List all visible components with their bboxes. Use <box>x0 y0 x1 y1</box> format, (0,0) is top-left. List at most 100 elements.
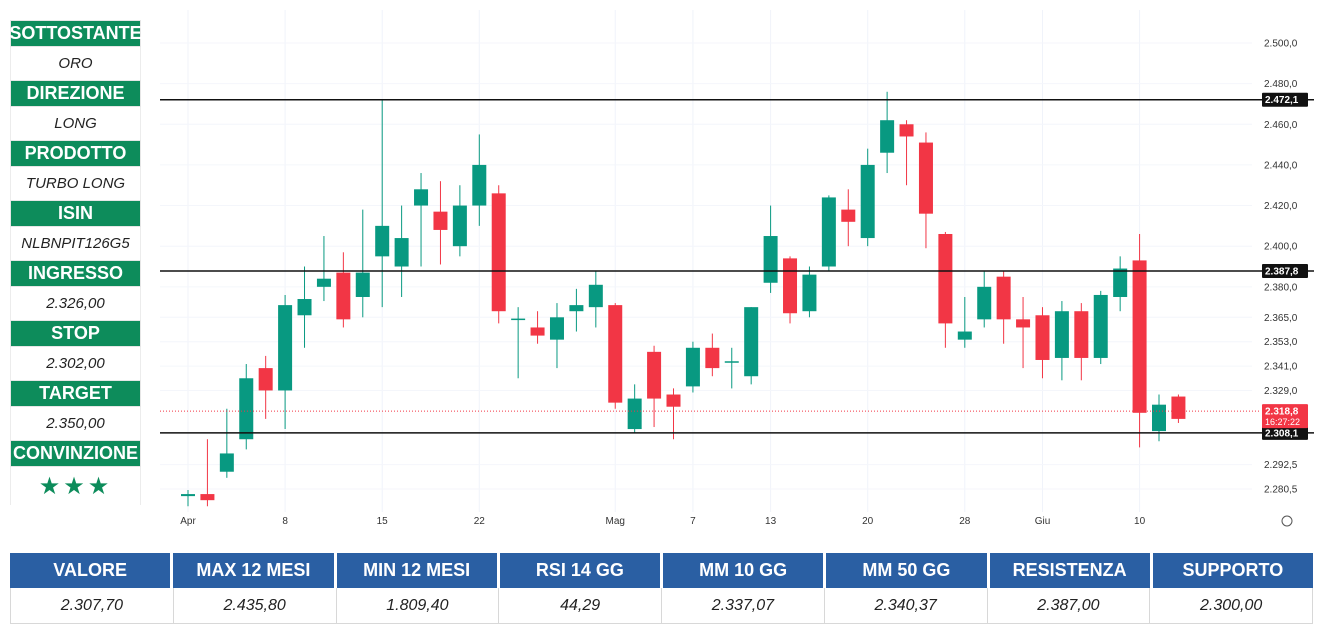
value-ingresso: 2.326,00 <box>10 287 141 320</box>
label-direzione: DIREZIONE <box>10 80 141 107</box>
time-tick-label: 20 <box>862 516 874 527</box>
time-tick-label: 15 <box>377 516 389 527</box>
value-sottostante: ORO <box>10 47 141 80</box>
candle-body <box>530 327 545 336</box>
header-max-12-mesi: MAX 12 MESI <box>173 553 337 588</box>
level-label-box <box>1262 425 1308 440</box>
candle-body <box>472 164 487 206</box>
candle-body <box>802 274 817 312</box>
header-supporto: SUPPORTO <box>1152 553 1313 588</box>
value-prodotto: TURBO LONG <box>10 167 141 200</box>
candle-body <box>666 394 681 407</box>
label-isin: ISIN <box>10 200 141 227</box>
candle-body <box>1035 315 1050 360</box>
price-tick-label: 2.292,5 <box>1264 460 1298 471</box>
candle-body <box>1054 311 1069 358</box>
candle-body <box>239 378 254 440</box>
candle-body <box>1074 311 1089 358</box>
candlestick-chart: 2.500,0 2.480,0 2.460,0 2.440,0 2.420,0 2.400… <box>160 10 1314 527</box>
value-min-12-mesi: 1.809,40 <box>336 588 500 624</box>
candle-body <box>297 299 312 316</box>
candle-body <box>491 193 506 312</box>
label-target: TARGET <box>10 380 141 407</box>
time-tick-label: Apr <box>180 516 196 527</box>
candle-body <box>627 398 642 430</box>
candle-body <box>569 305 584 312</box>
time-tick-label: 22 <box>474 516 486 527</box>
last-price-badge <box>1262 404 1308 429</box>
stats-value-row: 2.307,70 2.435,80 1.809,40 44,29 2.337,0… <box>10 588 1313 624</box>
candle-body <box>258 368 273 391</box>
candle-body <box>1093 294 1108 358</box>
candle-body <box>744 307 759 377</box>
candle-body <box>841 209 856 222</box>
candle-body <box>1171 396 1186 419</box>
value-max-12-mesi: 2.435,80 <box>173 588 337 624</box>
header-mm-10-gg: MM 10 GG <box>663 553 827 588</box>
conviction-stars: ★★★ <box>10 467 141 505</box>
header-rsi-14-gg: RSI 14 GG <box>499 553 663 588</box>
time-tick-label: 13 <box>765 516 777 527</box>
candle-body <box>763 236 778 283</box>
value-supporto: 2.300,00 <box>1150 588 1313 624</box>
time-tick-label: 8 <box>282 516 288 527</box>
candle-body <box>724 361 739 363</box>
candle-body <box>783 258 798 314</box>
candle-body <box>316 278 331 287</box>
price-tick-label: 2.500,0 <box>1264 39 1298 50</box>
value-valore: 2.307,70 <box>10 588 174 624</box>
price-tick-label: 2.480,0 <box>1264 79 1298 90</box>
candle-body <box>685 347 700 387</box>
candle-body <box>511 318 526 321</box>
header-mm-50-gg: MM 50 GG <box>826 553 990 588</box>
time-tick-label: 10 <box>1134 516 1146 527</box>
candle-body <box>588 284 603 308</box>
header-resistenza: RESISTENZA <box>989 553 1153 588</box>
candle-body <box>200 494 215 501</box>
value-isin: NLBNPIT126G5 <box>10 227 141 260</box>
header-min-12-mesi: MIN 12 MESI <box>336 553 500 588</box>
value-resistenza: 2.387,00 <box>987 588 1151 624</box>
candle-body <box>1132 260 1147 413</box>
value-mm-50-gg: 2.340,37 <box>824 588 988 624</box>
candle-body <box>219 453 234 472</box>
candle-body <box>996 276 1011 320</box>
value-stop: 2.302,00 <box>10 347 141 380</box>
candle-body <box>957 331 972 340</box>
price-tick-label: 2.353,0 <box>1264 337 1298 348</box>
candle-body <box>549 317 564 340</box>
level-label-box <box>1262 92 1308 107</box>
candle-body <box>181 494 195 497</box>
candle-body <box>336 272 351 320</box>
settings-icon <box>1281 515 1293 527</box>
candle-body <box>433 211 448 230</box>
level-label-box <box>1262 263 1308 278</box>
label-stop: STOP <box>10 320 141 347</box>
price-tick-label: 2.380,0 <box>1264 282 1298 293</box>
label-prodotto: PRODOTTO <box>10 140 141 167</box>
level-label: 2.308,1 <box>1265 428 1299 439</box>
price-tick-label: 2.329,0 <box>1264 386 1298 397</box>
time-tick-label: 7 <box>690 516 696 527</box>
time-tick-label: Mag <box>606 516 625 527</box>
candle-body <box>977 286 992 320</box>
label-sottostante: SOTTOSTANTE <box>9 20 142 47</box>
candle-body <box>355 272 370 297</box>
time-tick-label: 28 <box>959 516 971 527</box>
candle-body <box>938 233 953 324</box>
candle-body <box>414 189 429 206</box>
stats-table: VALORE MAX 12 MESI MIN 12 MESI RSI 14 GG… <box>10 553 1313 624</box>
value-mm-10-gg: 2.337,07 <box>662 588 825 624</box>
candle-body <box>821 197 836 267</box>
price-tick-label: 2.365,0 <box>1264 313 1298 324</box>
last-price-label: 2.318,8 <box>1265 407 1299 418</box>
value-rsi-14-gg: 44,29 <box>499 588 662 624</box>
candle-body <box>899 124 914 137</box>
label-convinzione: CONVINZIONE <box>10 440 141 467</box>
candle-body <box>705 347 720 369</box>
countdown-label: 16:27:22 <box>1265 417 1300 427</box>
candle-body <box>918 142 933 214</box>
price-tick-label: 2.460,0 <box>1264 120 1298 131</box>
time-tick-label: Giu <box>1035 516 1051 527</box>
candle-body <box>1152 404 1166 432</box>
